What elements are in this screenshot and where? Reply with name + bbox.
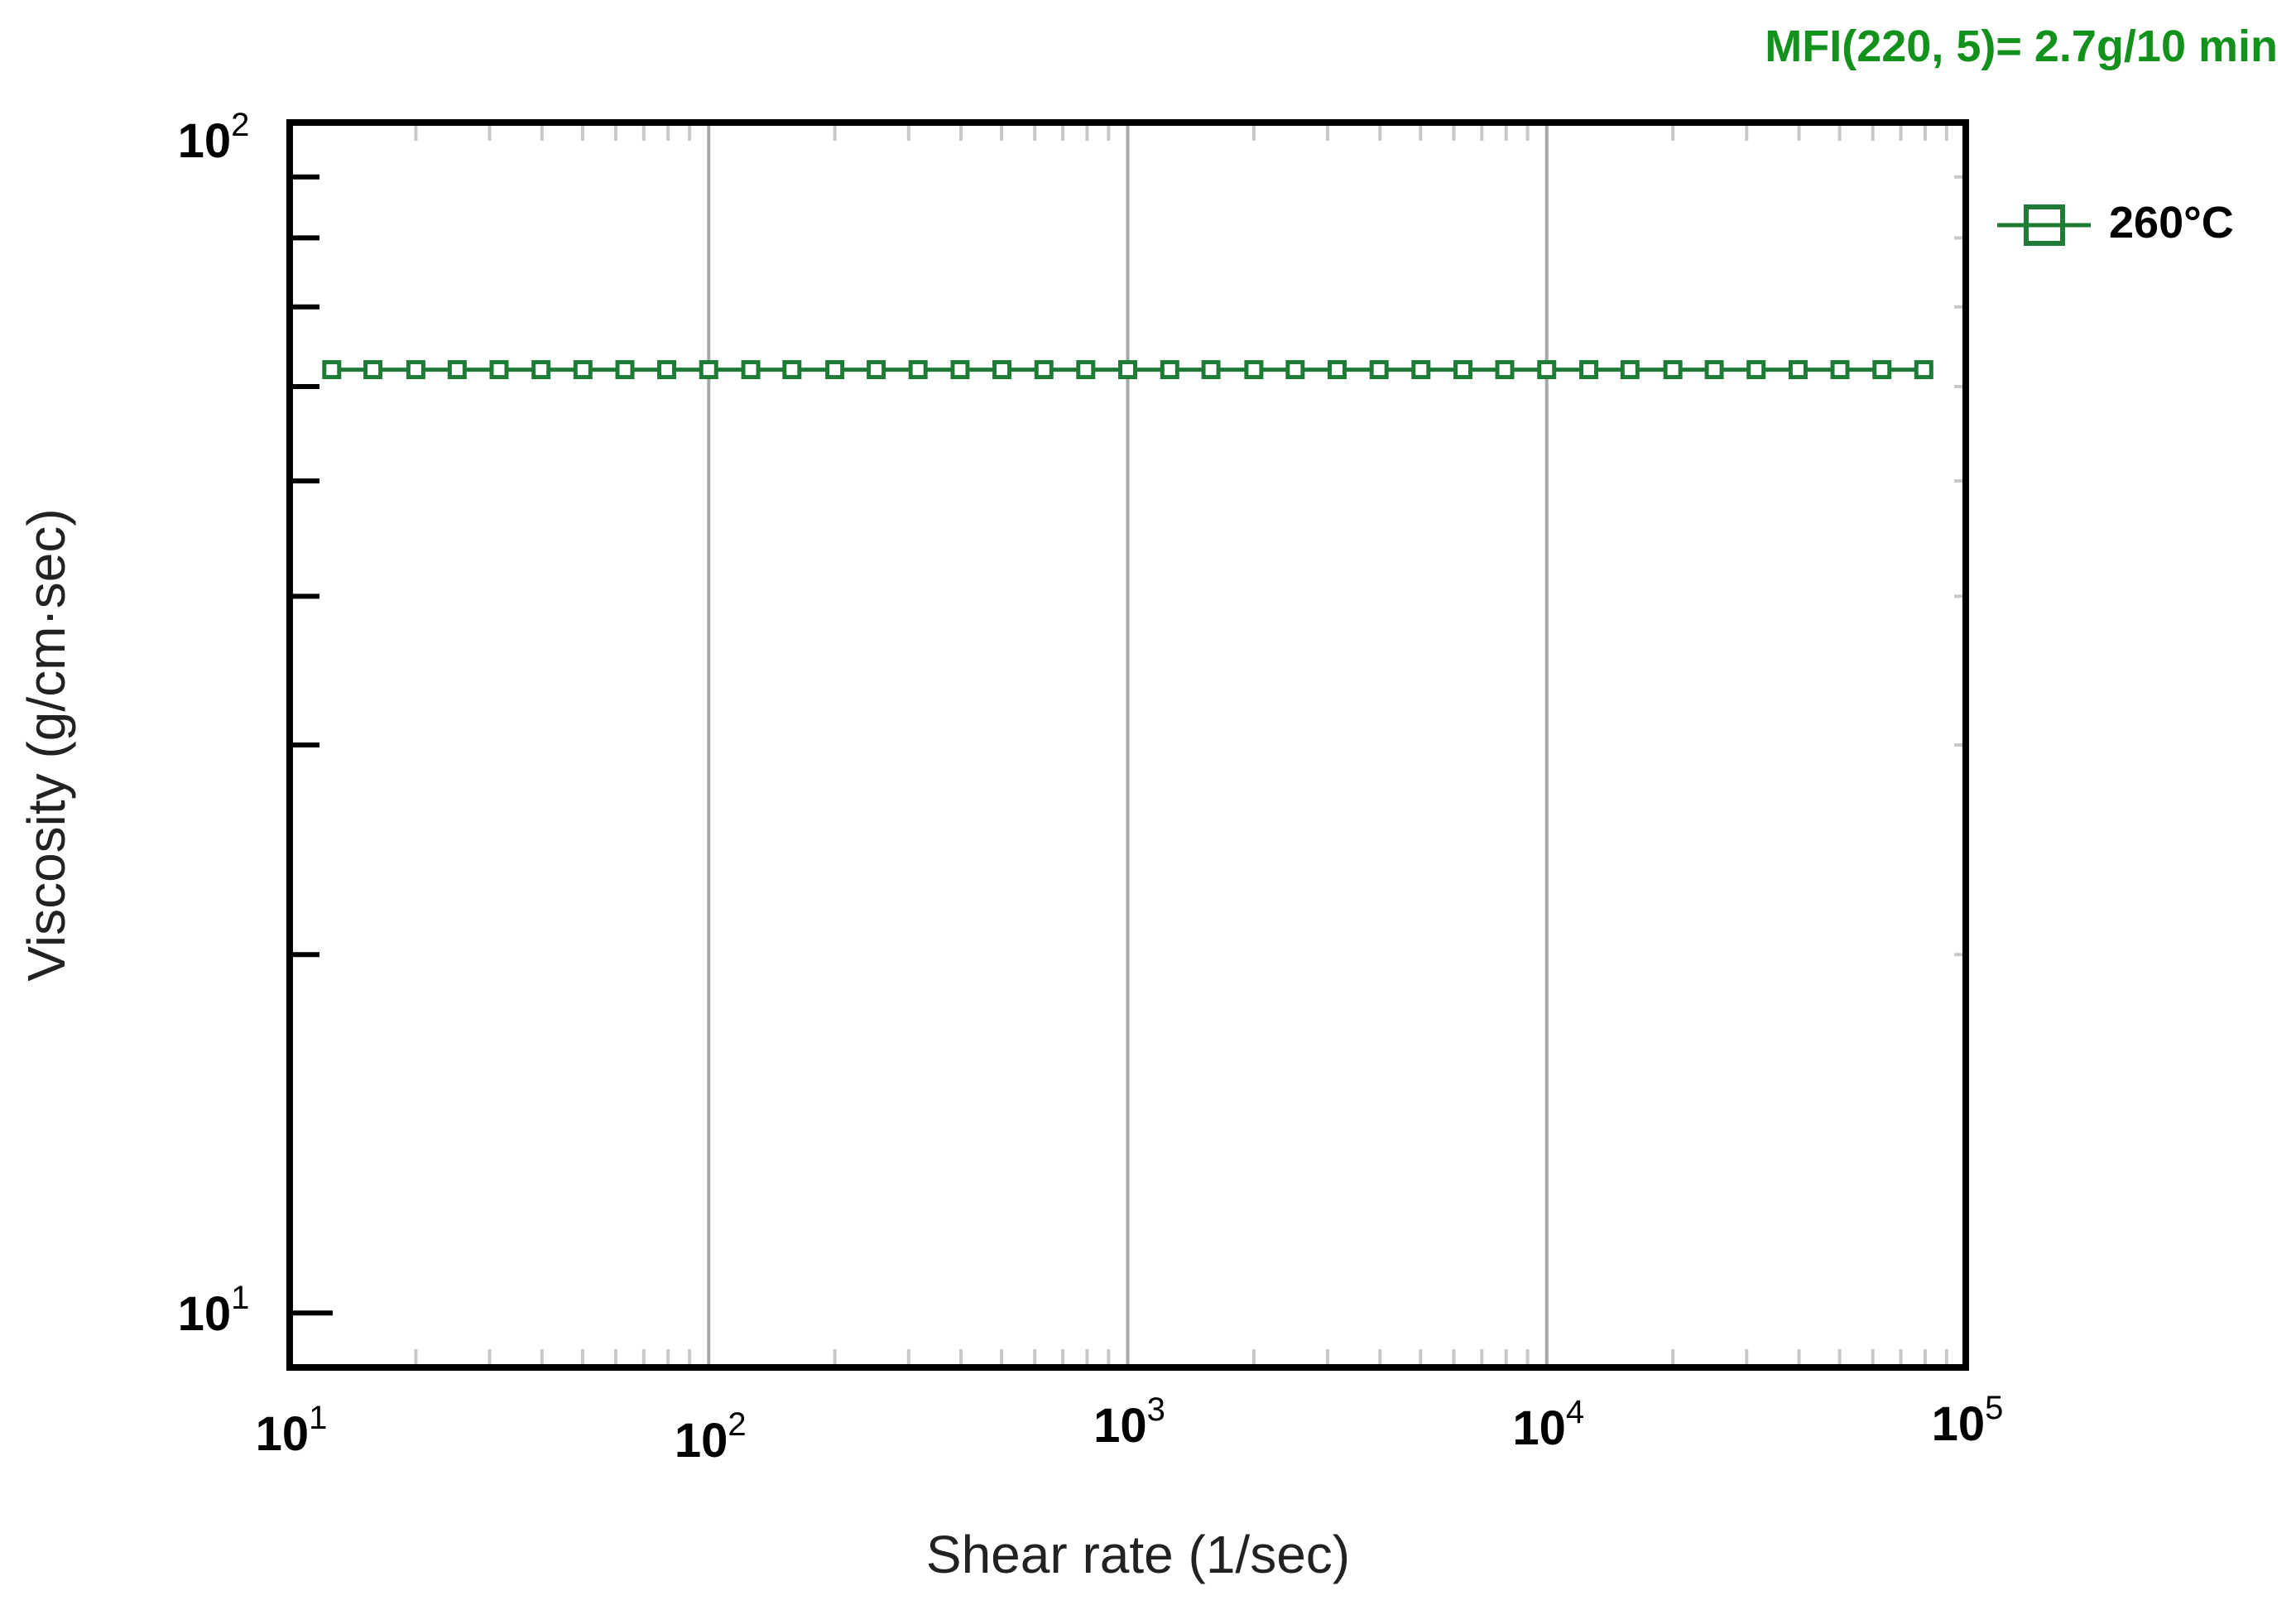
- tick-base: 10: [1512, 1401, 1566, 1455]
- tick-base: 10: [256, 1407, 310, 1461]
- data-point: [1704, 360, 1724, 380]
- data-point: [1663, 360, 1683, 380]
- data-point: [1118, 360, 1137, 380]
- y-tick-label: 101: [178, 1280, 250, 1341]
- data-point: [1453, 360, 1473, 380]
- x-tick-label: 101: [256, 1400, 328, 1461]
- data-point: [1872, 360, 1892, 380]
- tick-exponent: 2: [231, 107, 249, 143]
- data-point: [322, 360, 342, 380]
- tick-base: 10: [1932, 1397, 1986, 1451]
- data-point: [1495, 360, 1515, 380]
- data-point: [447, 360, 467, 380]
- data-point: [782, 360, 802, 380]
- x-tick-label: 104: [1512, 1394, 1584, 1455]
- tick-exponent: 2: [728, 1406, 746, 1443]
- tick-base: 10: [1093, 1399, 1147, 1453]
- data-point: [1788, 360, 1808, 380]
- tick-base: 10: [178, 114, 232, 168]
- tick-exponent: 1: [309, 1400, 327, 1436]
- data-point: [992, 360, 1012, 380]
- data-point: [615, 360, 635, 380]
- data-point: [950, 360, 970, 380]
- data-point: [1034, 360, 1054, 380]
- data-point: [1369, 360, 1389, 380]
- data-point: [1537, 360, 1557, 380]
- data-point: [1160, 360, 1179, 380]
- data-point: [1285, 360, 1305, 380]
- data-point: [825, 360, 845, 380]
- tick-base: 10: [675, 1414, 728, 1468]
- legend-label: 260°C: [2109, 198, 2234, 247]
- data-point: [1746, 360, 1766, 380]
- x-tick-label: 103: [1093, 1391, 1165, 1453]
- data-point: [406, 360, 425, 380]
- legend-marker: [2024, 204, 2065, 246]
- gridlines: [707, 123, 1549, 1367]
- data-point: [489, 360, 509, 380]
- plot-frame: [286, 119, 1969, 1371]
- major-ticks: [290, 120, 333, 1316]
- data-point: [573, 360, 593, 380]
- tick-exponent: 3: [1147, 1391, 1165, 1428]
- tick-base: 10: [178, 1287, 232, 1341]
- tick-exponent: 4: [1566, 1394, 1584, 1430]
- tick-exponent: 1: [231, 1280, 249, 1316]
- y-tick-label: 102: [178, 107, 250, 168]
- data-point: [1076, 360, 1096, 380]
- data-point: [1579, 360, 1599, 380]
- data-point: [657, 360, 677, 380]
- x-tick-label: 102: [675, 1406, 747, 1468]
- legend: 260°C: [1997, 198, 2234, 247]
- mfi-annotation: MFI(220, 5)= 2.7g/10 min: [1765, 22, 2278, 71]
- data-point: [699, 360, 718, 380]
- data-point: [1327, 360, 1347, 380]
- data-point: [1620, 360, 1640, 380]
- data-point: [363, 360, 383, 380]
- data-point: [531, 360, 551, 380]
- x-tick-labels: 101 102 103 104 105: [256, 1390, 2004, 1468]
- x-axis-label: Shear rate (1/sec): [926, 1525, 1350, 1584]
- data-point: [867, 360, 886, 380]
- data-point: [908, 360, 928, 380]
- data-point: [1201, 360, 1221, 380]
- y-axis-label: Viscosity (g/cm·sec): [17, 508, 76, 981]
- tick-exponent: 5: [1985, 1390, 2003, 1426]
- data-point: [1411, 360, 1431, 380]
- data-point: [741, 360, 761, 380]
- data-point: [1244, 360, 1264, 380]
- series-layer: [322, 360, 1933, 380]
- x-tick-label: 105: [1932, 1390, 2004, 1451]
- data-point: [1914, 360, 1933, 380]
- data-point: [1830, 360, 1850, 380]
